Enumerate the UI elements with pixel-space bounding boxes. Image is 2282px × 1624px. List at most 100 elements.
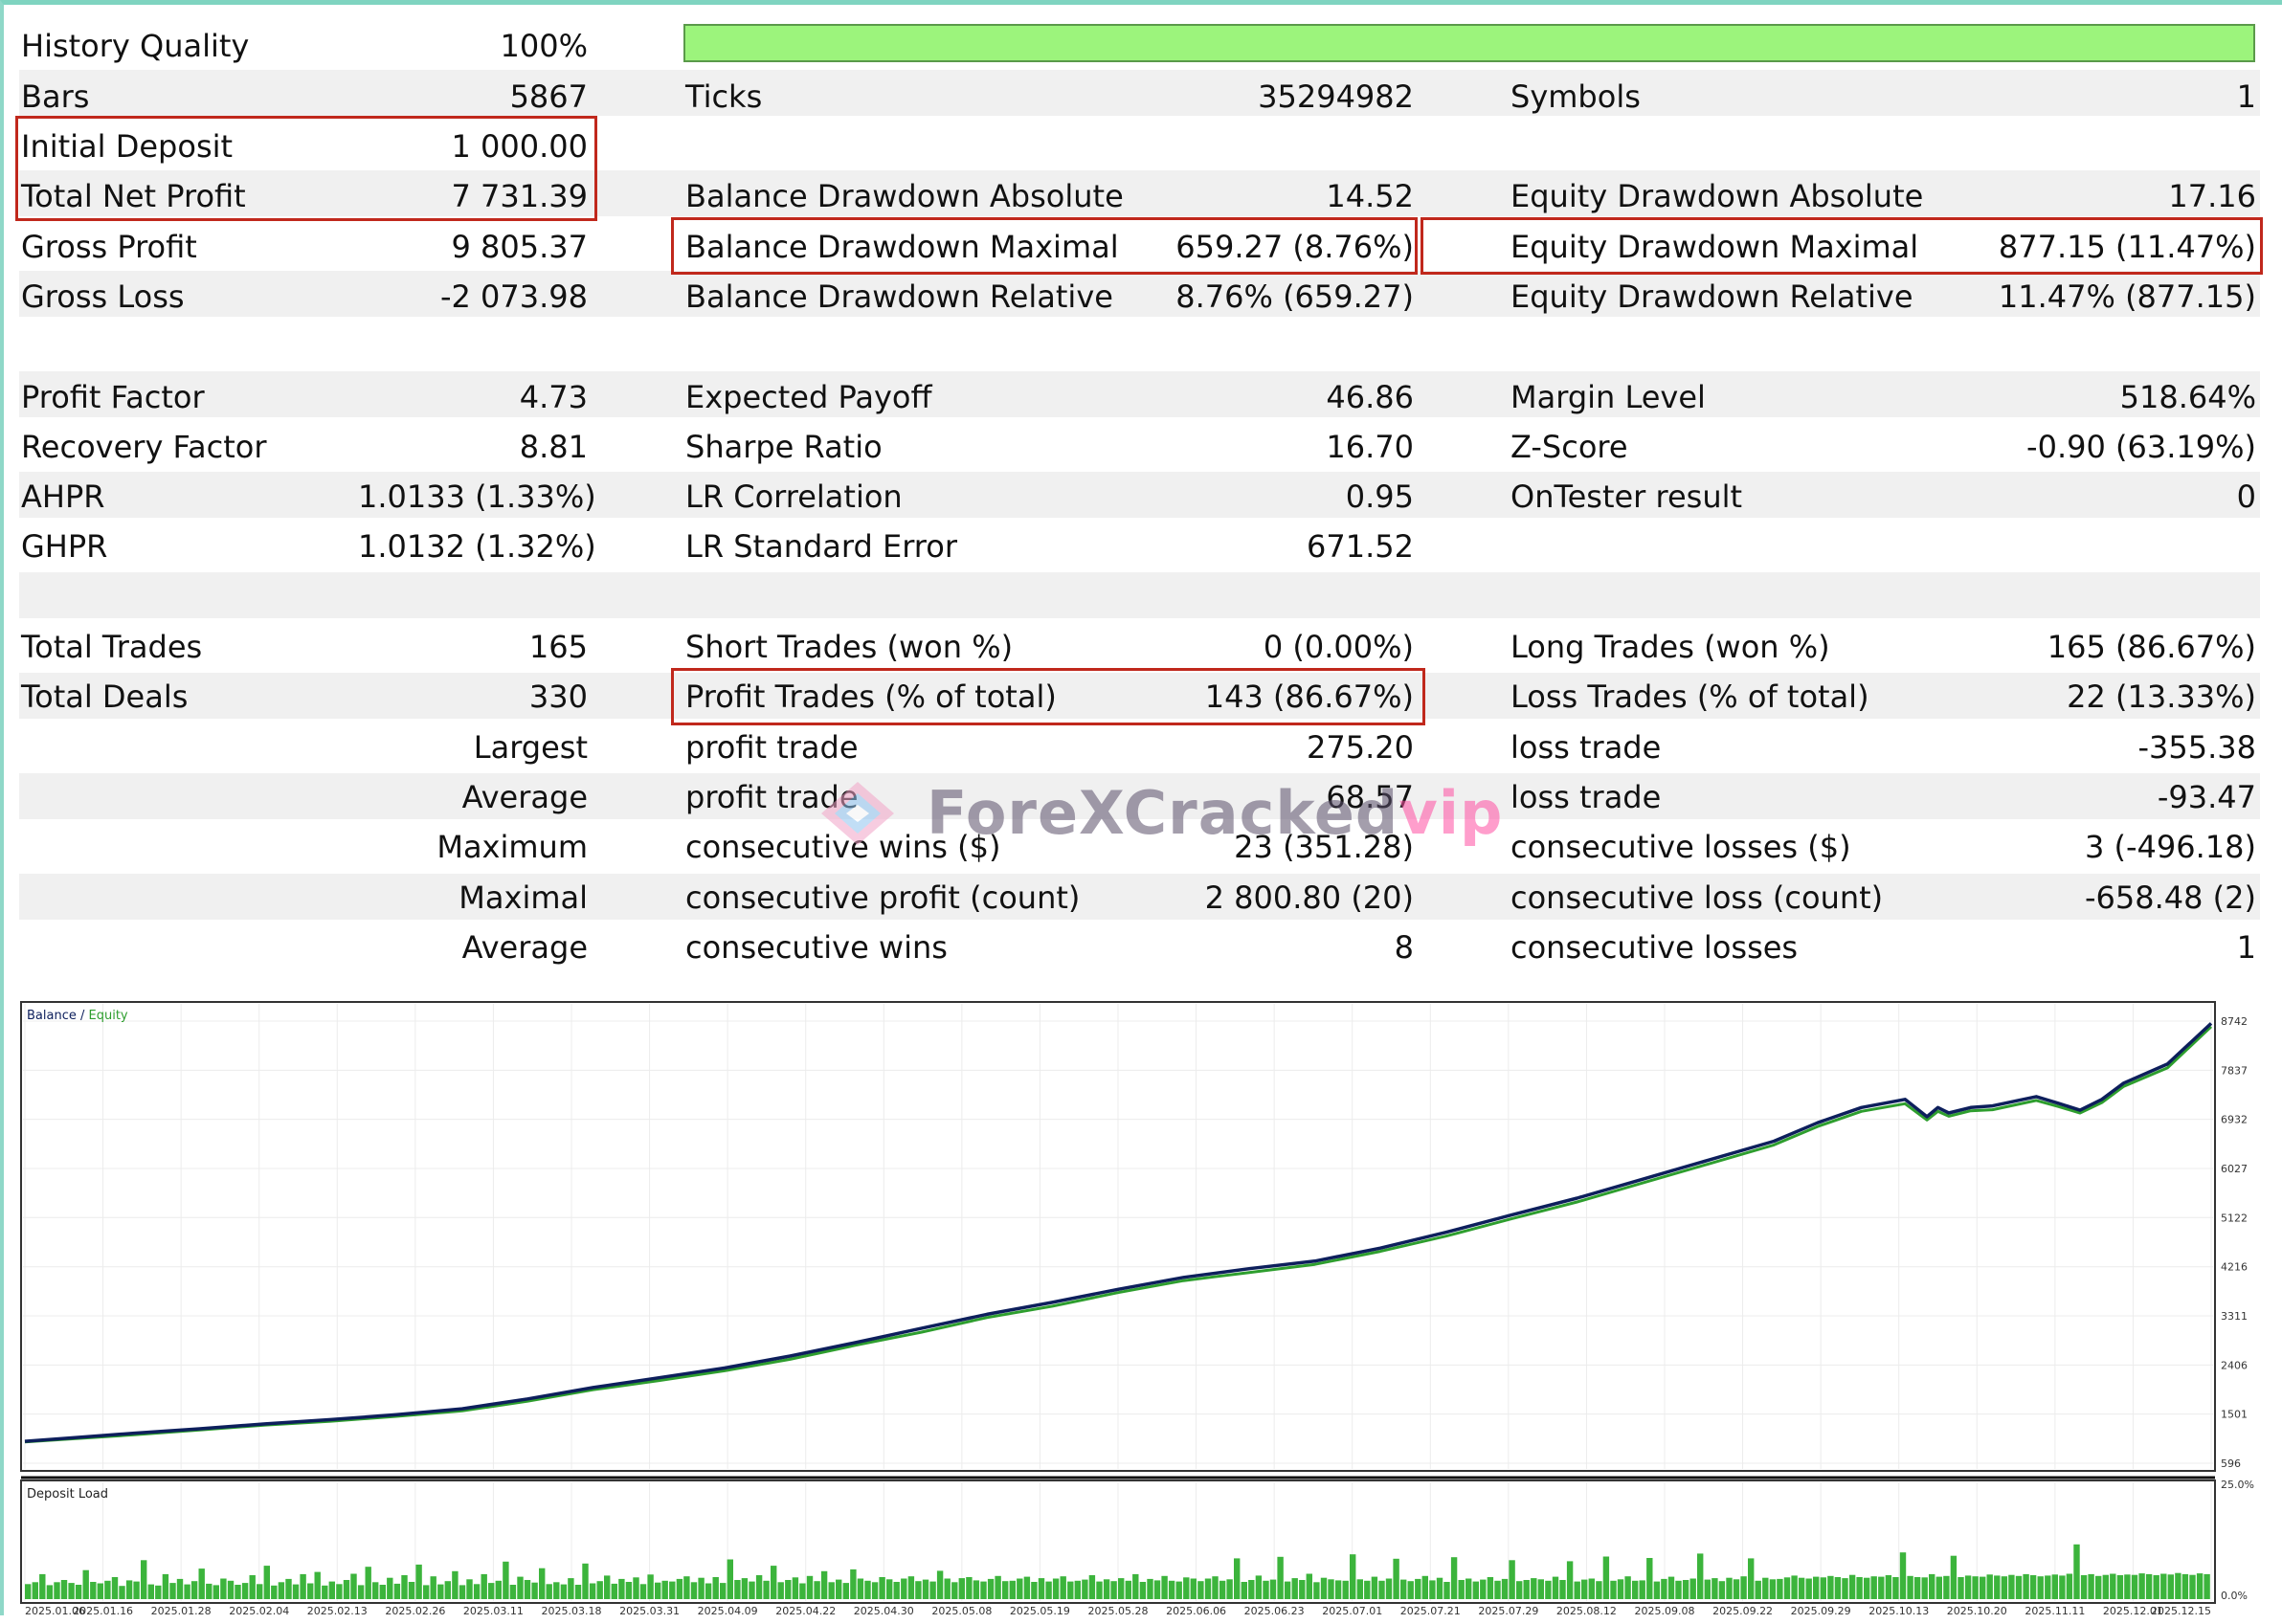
deposit-load-bar [639, 1584, 647, 1599]
deposit-load-bar [1689, 1578, 1696, 1599]
deposit-load-bar [1712, 1578, 1718, 1599]
y-tick-label: 0.0% [2221, 1590, 2248, 1602]
deposit-load-bar [1320, 1577, 1328, 1599]
deposit-load-bar [690, 1582, 698, 1599]
maximal-profit-value: 2 800.80 (20) [1204, 879, 1414, 916]
row-band [19, 673, 2260, 719]
deposit-load-bar [850, 1568, 857, 1599]
deposit-load-bar [1610, 1580, 1617, 1599]
deposit-load-bar [1848, 1574, 1856, 1599]
deposit-load-bar [343, 1580, 350, 1599]
deposit-load-bar [1415, 1578, 1421, 1599]
deposit-load-bar [2059, 1575, 2066, 1599]
deposit-load-bar [82, 1569, 89, 1599]
deposit-load-bar [46, 1585, 54, 1599]
deposit-load-bar [1255, 1575, 1263, 1599]
expected-payoff-label: Expected Payoff [685, 379, 932, 415]
deposit-load-bar [2131, 1574, 2138, 1599]
deposit-load-bar [1125, 1580, 1131, 1599]
deposit-load-bar [60, 1580, 68, 1599]
deposit-load-bar [1393, 1558, 1399, 1599]
deposit-load-bar [907, 1576, 915, 1599]
x-tick-label: 2025.01.28 [151, 1605, 212, 1617]
deposit-load-bar [842, 1583, 849, 1599]
deposit-load-bar [1704, 1579, 1711, 1599]
deposit-load-bar [2001, 1576, 2008, 1599]
deposit-load-bar [1023, 1576, 1031, 1599]
z-score-label: Z-Score [1510, 429, 1628, 465]
lr-standard-error-value: 671.52 [1307, 528, 1414, 565]
balance-equity-chart-area: Balance / Equity Deposit Load 8742 7837 69… [4, 990, 2282, 1620]
z-score-value: -0.90 (63.19%) [2026, 429, 2256, 465]
watermark-text: ForeXCrackedvip [927, 770, 1503, 856]
deposit-load-bar [488, 1583, 495, 1599]
deposit-load-bar [553, 1582, 560, 1599]
deposit-load-bar [1234, 1558, 1241, 1599]
x-tick-label: 2025.10.20 [1947, 1605, 2007, 1617]
ahpr-value: 1.0133 (1.33%) [358, 478, 596, 515]
deposit-load-bar [1559, 1580, 1566, 1599]
x-tick-label: 2025.04.22 [775, 1605, 836, 1617]
deposit-load-bar [2008, 1574, 2015, 1599]
highlight-box-deposit-profit [15, 116, 597, 221]
deposit-load-bar [1892, 1577, 1899, 1599]
deposit-load-bar [300, 1573, 306, 1599]
profit-factor-value: 4.73 [519, 379, 588, 415]
ontester-result-label: OnTester result [1510, 478, 1743, 515]
deposit-load-bar [235, 1585, 241, 1599]
average-profit-value: 68.57 [1326, 779, 1414, 815]
deposit-load-bar [415, 1564, 422, 1599]
deposit-load-bar [322, 1585, 328, 1599]
average-consecutive-label: Average [461, 929, 588, 966]
deposit-load-bar [1783, 1577, 1791, 1599]
deposit-load-bar [1204, 1578, 1212, 1599]
deposit-load-bar [1212, 1576, 1219, 1599]
deposit-load-bar [1378, 1580, 1385, 1599]
lr-correlation-value: 0.95 [1345, 478, 1414, 515]
x-tick-label: 2025.01.06 [25, 1605, 85, 1617]
deposit-load-bar [683, 1576, 690, 1599]
deposit-load-bar [1994, 1575, 2001, 1599]
balance-dd-absolute-value: 14.52 [1326, 178, 1414, 214]
deposit-load-bar [257, 1584, 263, 1599]
bars-label: Bars [21, 78, 90, 115]
average-label: Average [461, 779, 588, 815]
deposit-load-bar [1017, 1578, 1023, 1599]
deposit-load-bar [75, 1585, 82, 1599]
history-quality-label: History Quality [21, 28, 250, 64]
deposit-load-bar [618, 1578, 625, 1599]
lr-standard-error-label: LR Standard Error [685, 528, 957, 565]
deposit-load-bar [1827, 1575, 1834, 1599]
deposit-load-bar [1980, 1576, 1986, 1599]
deposit-load-bar [820, 1570, 828, 1599]
deposit-load-bar [1899, 1552, 1907, 1599]
maximal-loss-label: consecutive loss (count) [1510, 879, 1884, 916]
row-band [19, 170, 2260, 216]
deposit-load-bar [1299, 1580, 1306, 1599]
equity-dd-absolute-label: Equity Drawdown Absolute [1510, 178, 1924, 214]
recovery-factor-value: 8.81 [519, 429, 588, 465]
deposit-load-bar [1219, 1580, 1226, 1599]
y-tick-label: 3311 [2221, 1310, 2248, 1323]
deposit-load-bar [1769, 1579, 1777, 1599]
chart-background [4, 990, 2282, 1620]
deposit-load-bar [1588, 1578, 1595, 1599]
x-tick-label: 2025.07.21 [1400, 1605, 1461, 1617]
x-tick-label: 2025.03.18 [542, 1605, 602, 1617]
deposit-load-bar [1074, 1580, 1081, 1599]
deposit-load-bar [206, 1583, 213, 1599]
deposit-load-bar [1624, 1576, 1631, 1599]
deposit-load-bar [1646, 1558, 1653, 1599]
y-tick-label: 2406 [2221, 1359, 2248, 1371]
deposit-load-bar [184, 1584, 190, 1599]
total-trades-value: 165 [528, 629, 588, 665]
deposit-load-bar [1045, 1581, 1052, 1599]
deposit-load-bar [1813, 1576, 1820, 1599]
balance-dd-absolute-label: Balance Drawdown Absolute [685, 178, 1124, 214]
x-tick-label: 2025.12.15 [2151, 1605, 2211, 1617]
x-tick-label: 2025.07.29 [1478, 1605, 1538, 1617]
deposit-load-bar [922, 1579, 929, 1599]
deposit-load-bar [958, 1578, 965, 1599]
deposit-load-bar [661, 1580, 668, 1599]
gross-profit-value: 9 805.37 [451, 229, 589, 265]
